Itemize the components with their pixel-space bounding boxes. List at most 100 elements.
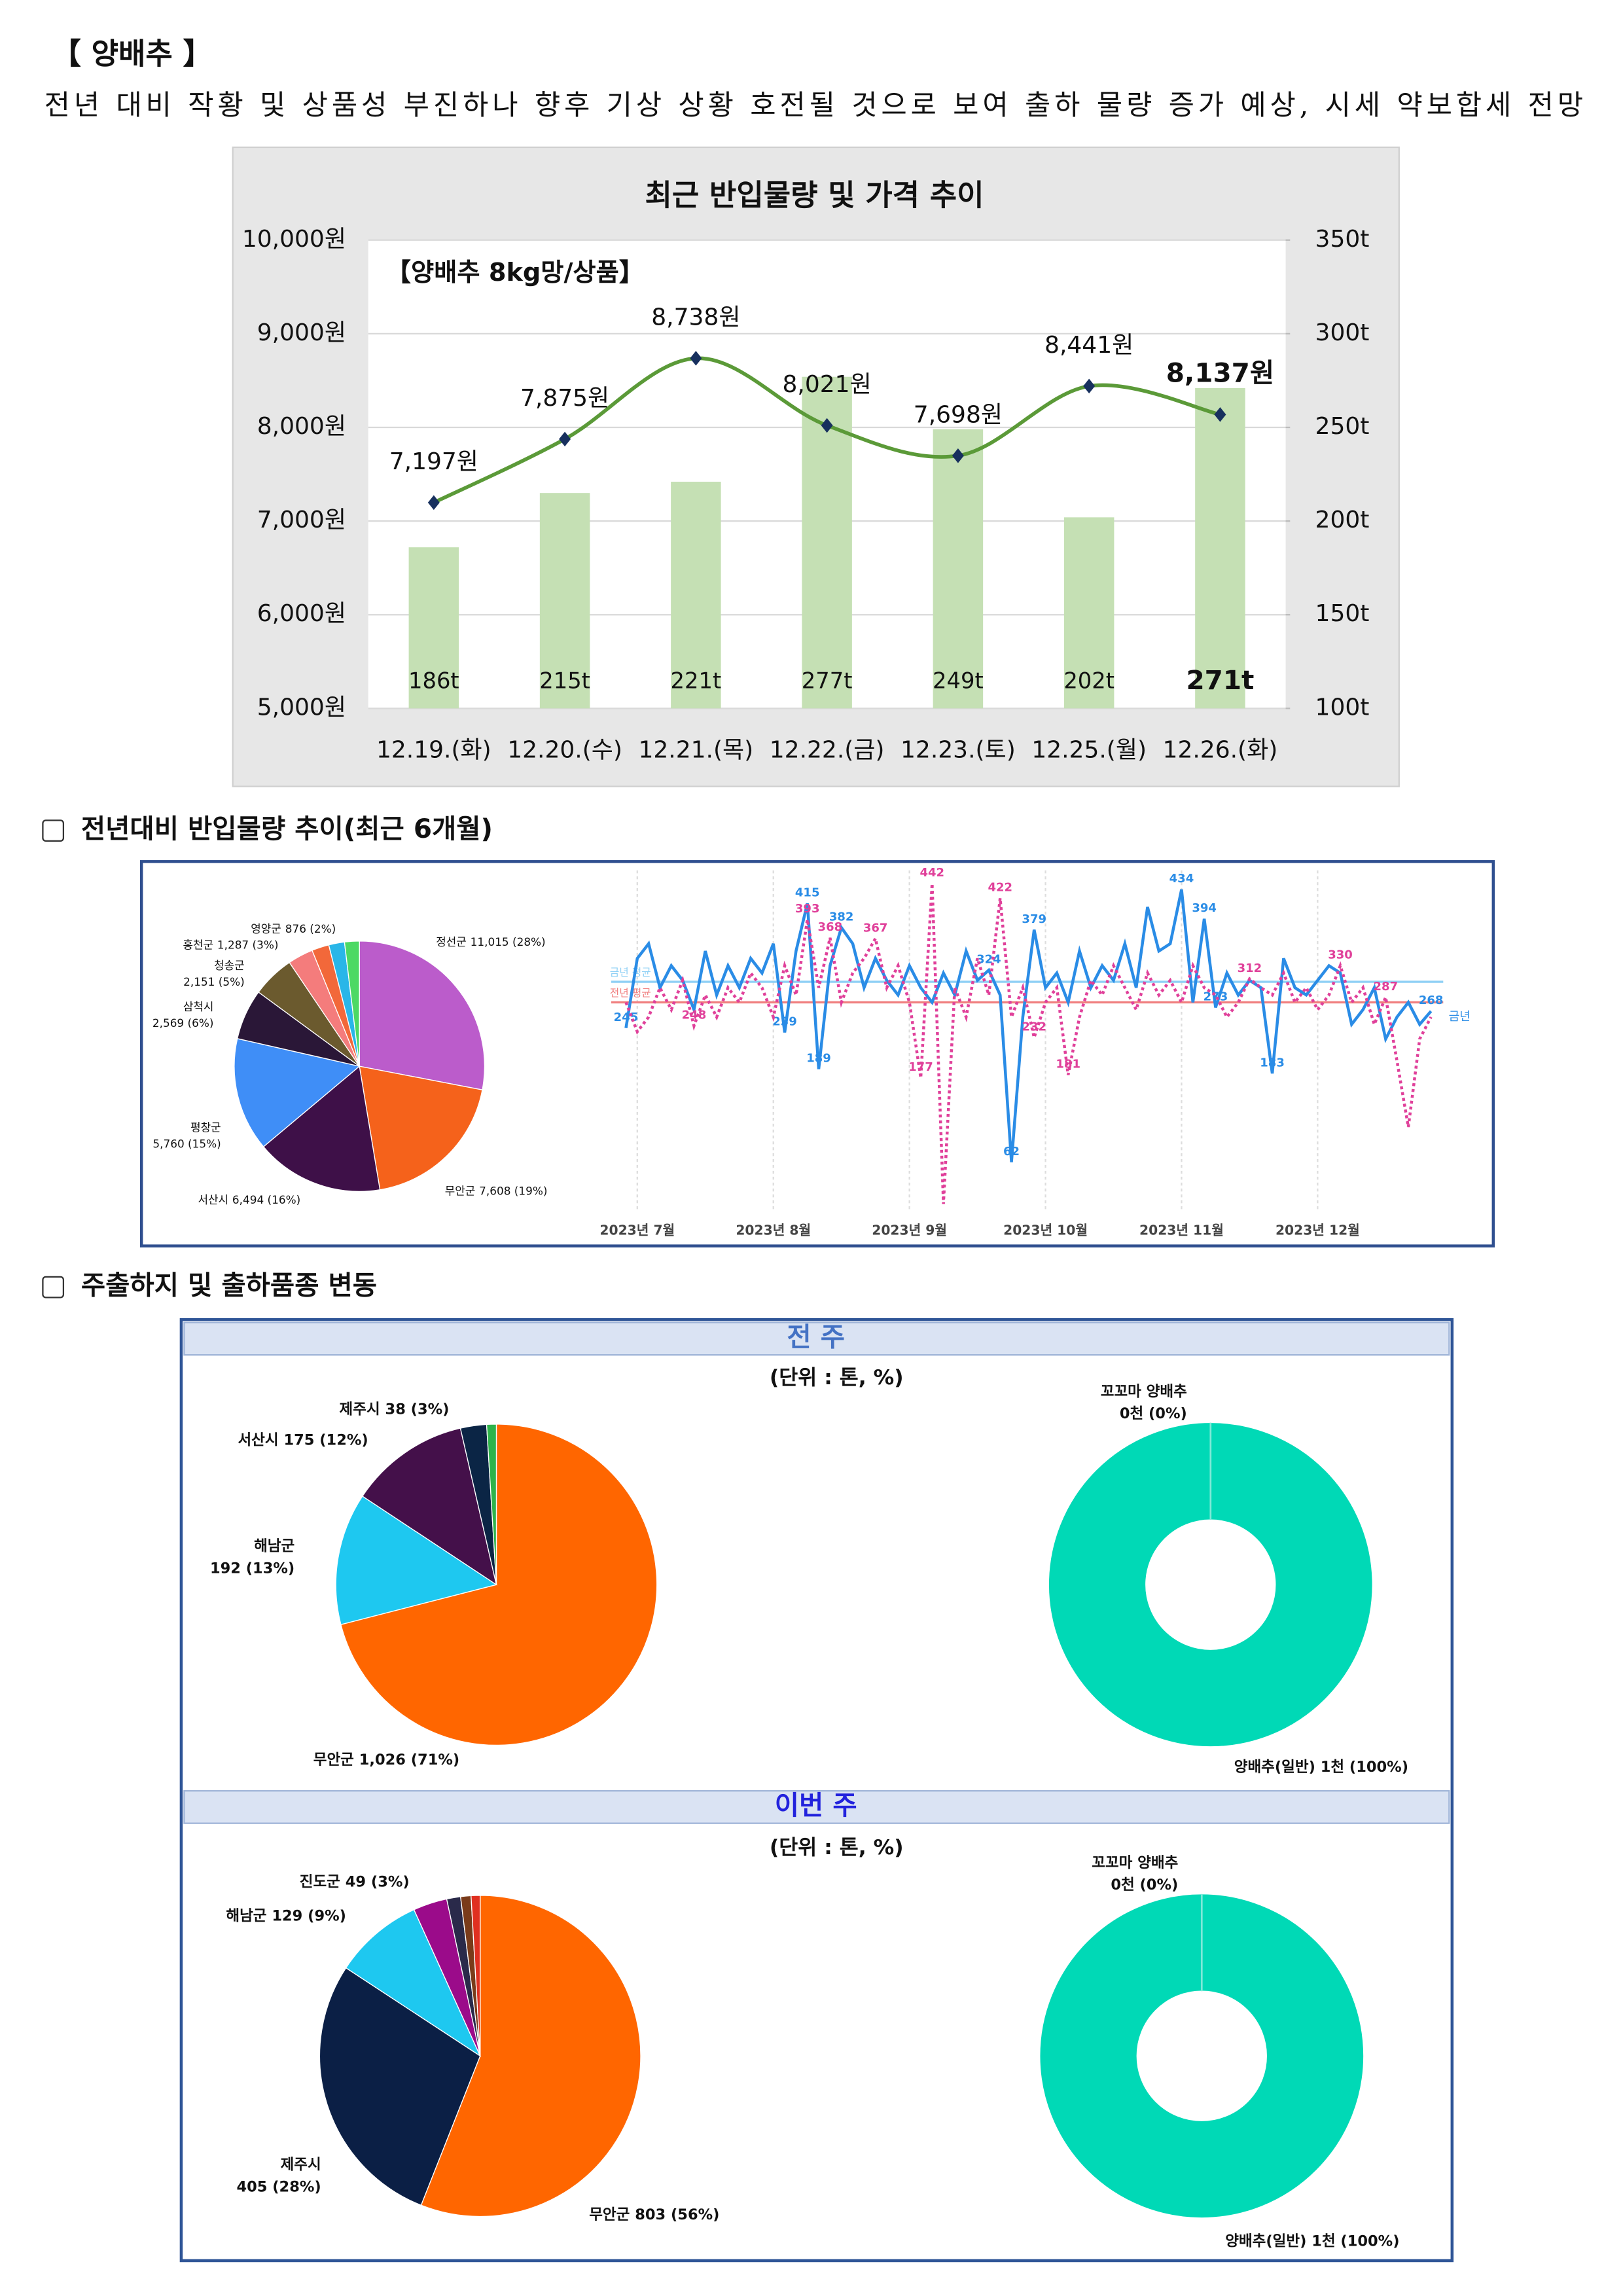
point-label: 177 — [908, 1060, 933, 1074]
slice-label: 해남군 129 (9%) — [226, 1907, 346, 1924]
x-tick-label: 2023년 7월 — [599, 1223, 675, 1238]
slice-label: 양배추(일반) 1천 (100%) — [1225, 2233, 1399, 2250]
y-tick-label: 7,000원 — [257, 507, 346, 533]
summary: 전년 대비 작황 및 상품성 부진하나 향후 기상 상황 호전될 것으로 보여 … — [45, 89, 1583, 122]
slice-value: 6,494 (16%) — [232, 1193, 300, 1206]
bar — [1195, 387, 1245, 709]
point-label: 62 — [1003, 1145, 1020, 1158]
slice-category: 양배추(일반) — [1234, 1759, 1315, 1776]
slice-value: 405 (28%) — [236, 2178, 321, 2195]
slice-category: 평창군 — [190, 1121, 221, 1134]
bar — [408, 547, 459, 709]
point-label: 287 — [1374, 980, 1399, 994]
slice-value: 1천 (100%) — [1321, 1759, 1408, 1776]
chart-title: 최근 반입물량 및 가격 추이 — [645, 178, 984, 213]
price-marker — [1083, 378, 1096, 394]
slice-category: 진도군 — [300, 1873, 340, 1890]
slice-label: 무안군 1,026 (71%) — [313, 1751, 459, 1768]
x-tick-label: 12.26.(화) — [1163, 737, 1278, 764]
slice-value: 2,151 (5%) — [183, 975, 245, 988]
pie-slice — [471, 1895, 481, 2056]
slice-category: 서산시 — [238, 1431, 278, 1448]
point-label: 382 — [829, 910, 854, 924]
slice-label: 홍천군 1,287 (3%) — [183, 939, 278, 952]
point-label: 415 — [795, 886, 820, 900]
point-label: 367 — [863, 921, 888, 935]
point-label: 248 — [682, 1009, 707, 1022]
bar-label: 186t — [408, 668, 459, 693]
slice-value: 1,287 (3%) — [217, 939, 279, 952]
slice-label: 양배추(일반) 1천 (100%) — [1234, 1759, 1408, 1776]
point-label: 442 — [919, 866, 944, 880]
slice-value: 49 (3%) — [346, 1873, 410, 1890]
point-label: 189 — [806, 1052, 831, 1066]
point-label: 183 — [1260, 1056, 1285, 1069]
price-label: 7,698원 — [914, 401, 1003, 428]
slice-label: 제주시 405 (28%) — [236, 2156, 321, 2195]
slice-category: 양배추(일반) — [1225, 2233, 1306, 2250]
slice-value: 7,608 (19%) — [479, 1184, 547, 1197]
price-label: 7,875원 — [520, 385, 609, 412]
pie-slice — [335, 1496, 498, 1625]
x-tick-label: 12.23.(토) — [901, 737, 1016, 764]
slice-label: 영양군 876 (2%) — [251, 922, 336, 935]
slice-category: 꼬꼬마 양배추 — [1092, 1854, 1178, 1871]
price-label: 8,738원 — [651, 304, 740, 331]
point-label: 232 — [1022, 1020, 1046, 1033]
slice-category: 청송군 — [214, 959, 245, 972]
checkbox — [42, 1276, 65, 1299]
series-line — [624, 883, 1433, 1204]
x-tick-label: 2023년 9월 — [872, 1223, 947, 1238]
bar — [933, 429, 984, 709]
pie-slice — [420, 1895, 641, 2217]
bar-label: 277t — [802, 668, 853, 693]
pie-slice — [361, 1427, 497, 1586]
pie-slice — [234, 1038, 361, 1147]
unit: (단위 : 톤, %) — [770, 1836, 904, 1859]
y-tick-label: 9,000원 — [257, 319, 346, 346]
slice-label: 서산시 6,494 (16%) — [198, 1193, 300, 1206]
x-tick-label: 2023년 11월 — [1139, 1223, 1224, 1238]
average-label: 금년 평균 — [610, 966, 651, 978]
slice-value: 192 (13%) — [210, 1560, 294, 1577]
slice-value: 876 (2%) — [285, 922, 336, 935]
bar-label: 271t — [1186, 664, 1254, 696]
x-tick-label: 12.22.(금) — [770, 737, 885, 764]
point-label: 368 — [818, 920, 843, 934]
price-label: 8,441원 — [1044, 332, 1133, 359]
bar — [671, 482, 721, 709]
bar — [539, 493, 590, 709]
slice-value: 175 (12%) — [283, 1431, 368, 1448]
slice-value: 0천 (0%) — [1120, 1405, 1187, 1422]
slice-label: 정선군 11,015 (28%) — [436, 935, 545, 948]
point-label: 239 — [772, 1015, 797, 1029]
y-tick-label: 6,000원 — [257, 600, 346, 627]
point-label: 422 — [988, 881, 1012, 895]
slice-label: 꼬꼬마 양배추 0천 (0%) — [1101, 1383, 1187, 1422]
slice-category: 해남군 — [254, 1537, 294, 1554]
series-name: 금년 — [1449, 1010, 1471, 1024]
slice-value: 38 (3%) — [385, 1401, 450, 1418]
pie-slice — [262, 1065, 381, 1193]
week-title: 전 주 — [787, 1321, 845, 1352]
section-title: 전년대비 반입물량 추이(최근 6개월) — [81, 813, 493, 844]
slice-category: 영양군 — [251, 922, 281, 935]
pie-slice — [319, 1967, 481, 2206]
x-tick-label: 12.21.(목) — [639, 737, 754, 764]
slice-label: 무안군 7,608 (19%) — [445, 1184, 548, 1197]
slice-label: 제주시 38 (3%) — [340, 1401, 450, 1418]
y2-tick-label: 300t — [1315, 319, 1370, 346]
slice-label: 꼬꼬마 양배추 0천 (0%) — [1092, 1854, 1178, 1893]
point-label: 393 — [795, 902, 820, 916]
donut-slice — [1039, 1893, 1364, 2219]
pie-slice — [345, 1909, 482, 2058]
price-marker — [821, 418, 833, 433]
point-label: 394 — [1192, 901, 1217, 915]
slice-label: 진도군 49 (3%) — [300, 1873, 410, 1890]
slice-category: 무안군 — [445, 1184, 476, 1197]
bar-label: 215t — [539, 668, 590, 693]
point-label: 245 — [614, 1011, 639, 1024]
slice-category: 무안군 — [589, 2206, 630, 2223]
y-tick-label: 5,000원 — [257, 694, 346, 721]
x-tick-label: 12.25.(월) — [1031, 737, 1147, 764]
